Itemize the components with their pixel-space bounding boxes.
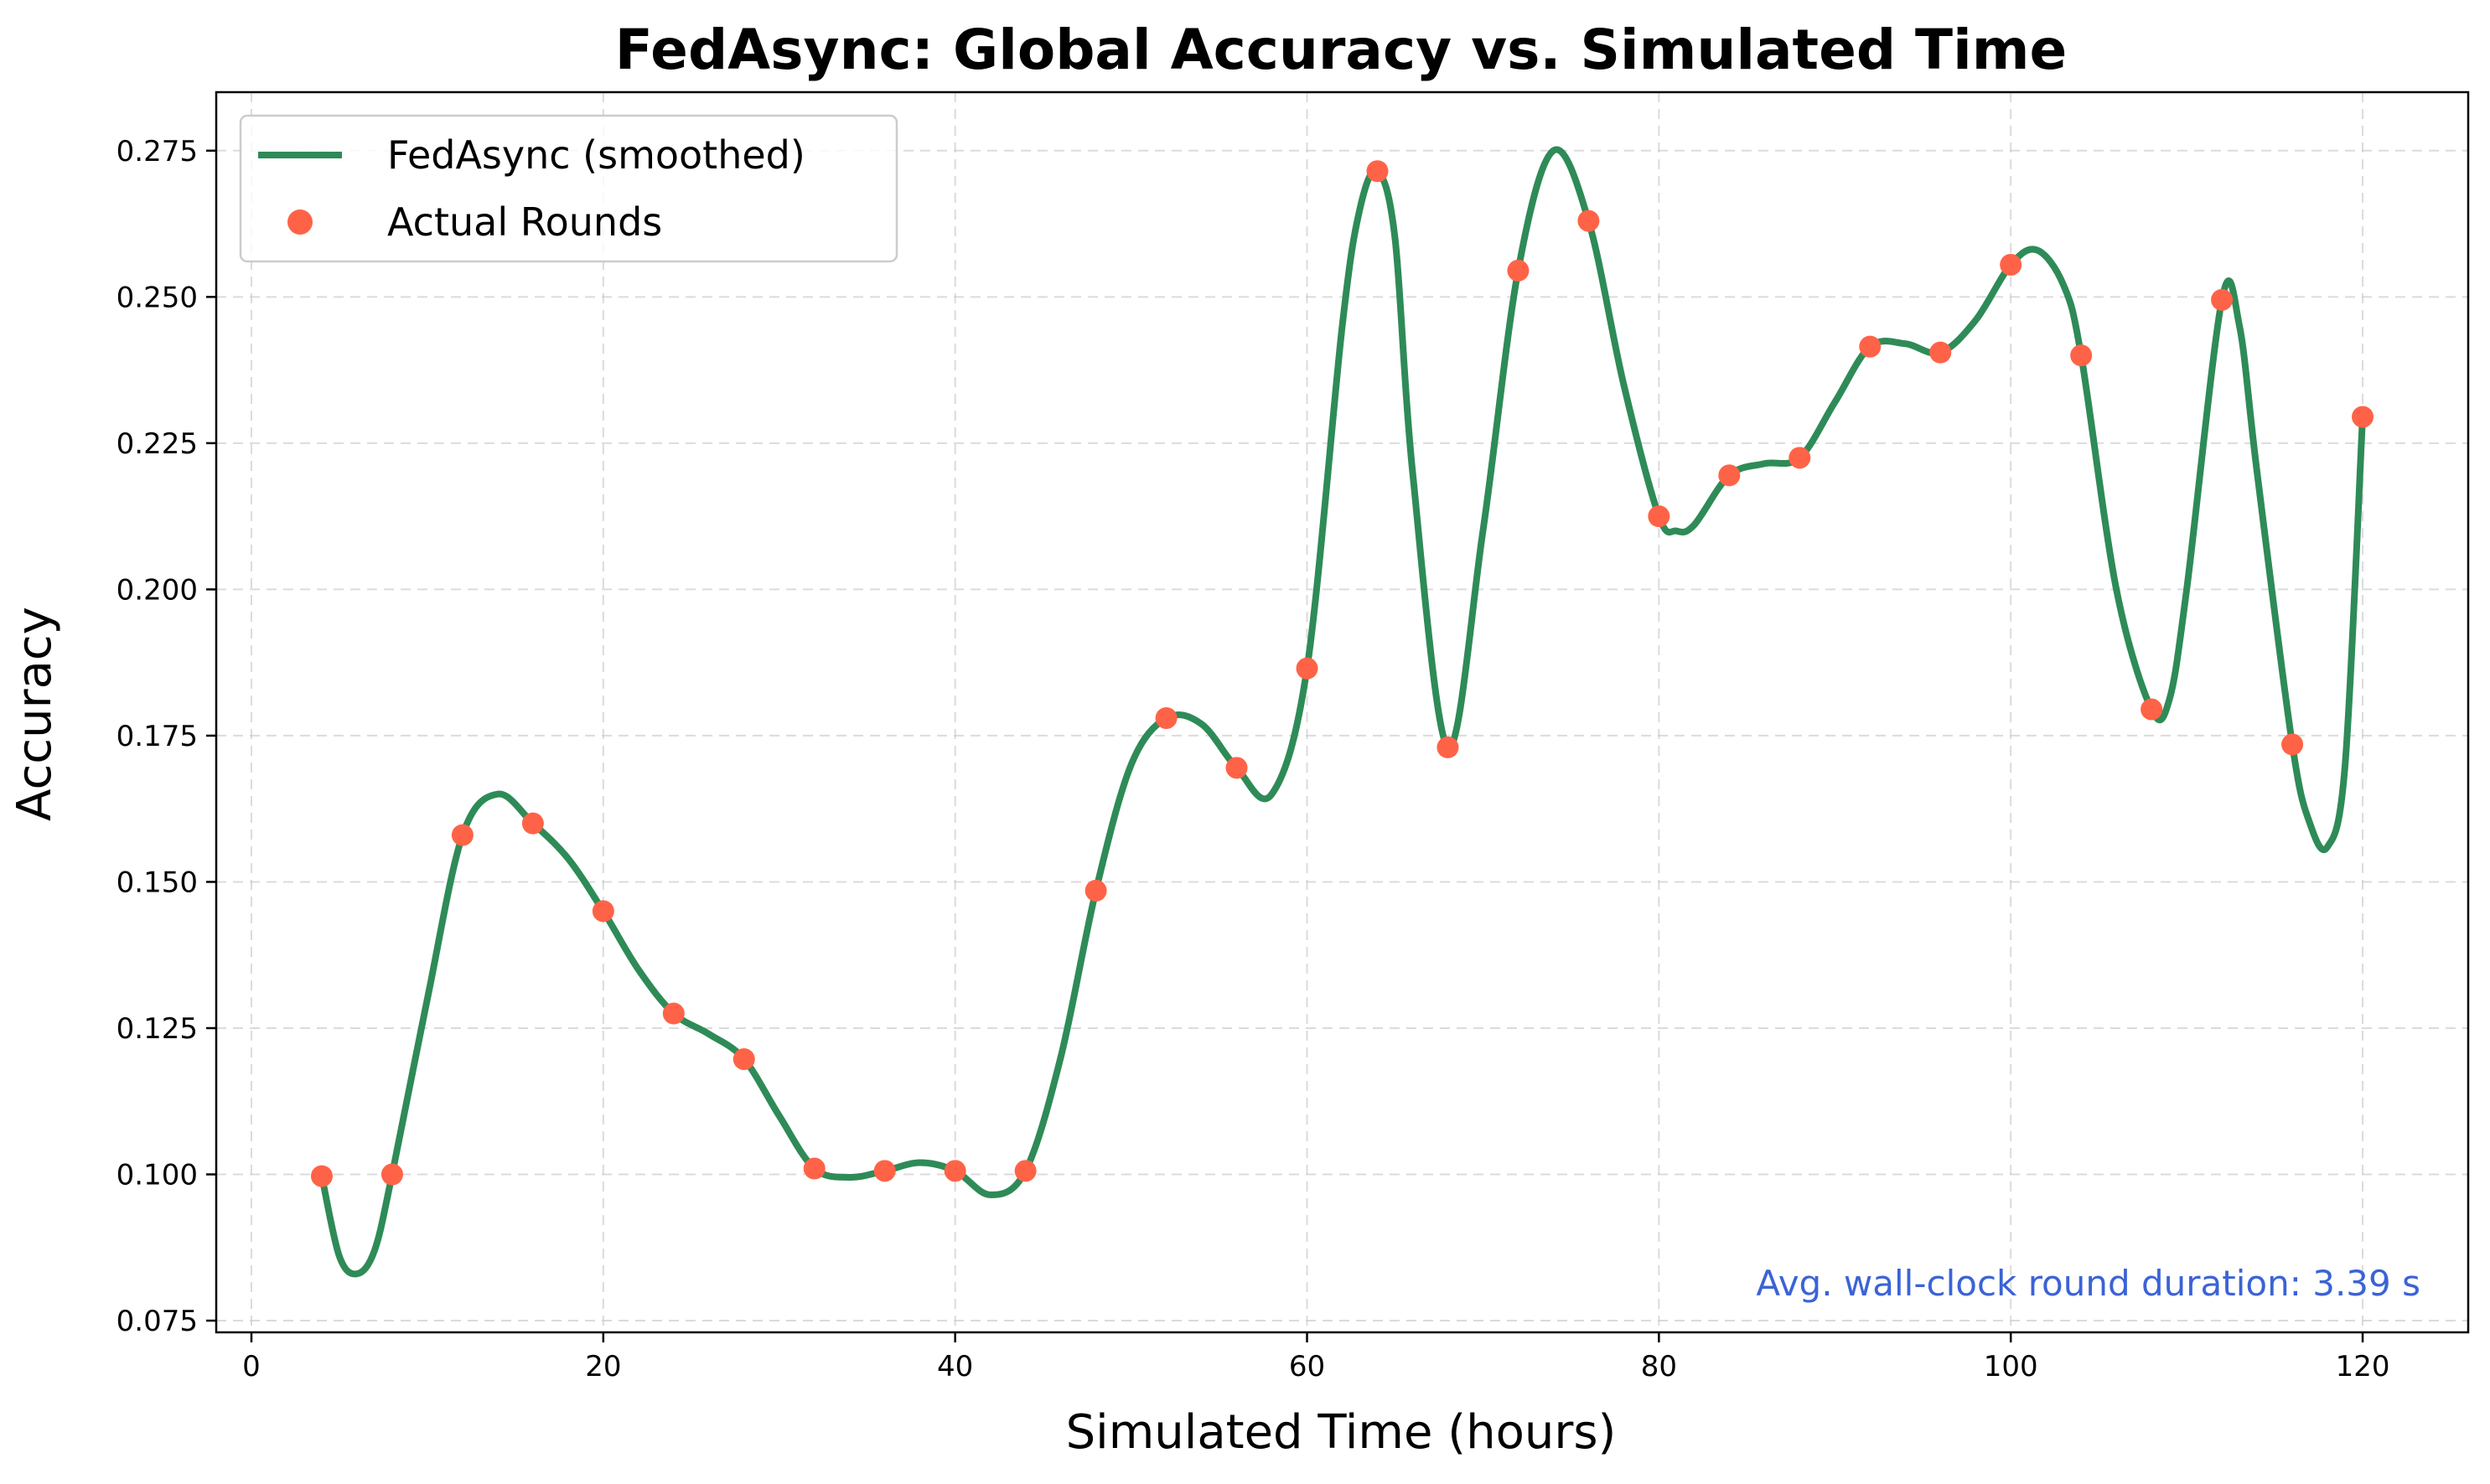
round-point [2281, 733, 2304, 756]
round-point [1085, 879, 1107, 902]
round-point [521, 812, 544, 835]
legend: FedAsync (smoothed) Actual Rounds [239, 114, 898, 263]
round-point [2141, 698, 2163, 721]
y-tick-label: 0.150 [116, 866, 198, 899]
round-point [1366, 160, 1389, 183]
y-tick-label: 0.200 [116, 573, 198, 607]
x-tick-label: 100 [1984, 1350, 2038, 1383]
round-point [873, 1160, 896, 1182]
y-tick-label: 0.225 [116, 427, 198, 461]
round-point [1296, 657, 1318, 680]
x-tick-label: 40 [937, 1350, 973, 1383]
legend-label-rounds: Actual Rounds [387, 199, 662, 245]
round-point [451, 824, 474, 846]
round-point [1014, 1160, 1037, 1182]
round-point [2352, 406, 2374, 428]
legend-label-smoothed: FedAsync (smoothed) [387, 132, 805, 178]
round-point [662, 1002, 685, 1025]
x-axis-label: Simulated Time (hours) [1066, 1405, 1617, 1460]
round-point [1648, 505, 1670, 528]
x-tick-label: 60 [1289, 1350, 1325, 1383]
round-duration-annotation: Avg. wall-clock round duration: 3.39 s [1756, 1263, 2420, 1304]
y-tick-label: 0.275 [116, 135, 198, 168]
y-tick-label: 0.250 [116, 281, 198, 314]
round-point [733, 1047, 755, 1070]
round-point [592, 900, 614, 923]
round-point [2000, 253, 2022, 276]
round-point [1437, 736, 1459, 758]
x-tick-label: 0 [242, 1350, 261, 1383]
legend-dot-swatch [287, 209, 313, 235]
series-layer [310, 146, 2374, 1278]
round-point [1718, 464, 1741, 487]
round-point [803, 1157, 826, 1180]
smoothed-accuracy-line [318, 146, 2366, 1278]
y-tick-label: 0.125 [116, 1012, 198, 1046]
ticks: 0 20 40 60 80 100 120 0.075 0.100 0.125 0.150 0.175… [116, 135, 2390, 1383]
x-tick-label: 20 [585, 1350, 621, 1383]
legend-box [239, 114, 898, 263]
round-point [380, 1163, 403, 1186]
x-tick-label: 120 [2336, 1350, 2390, 1383]
round-point [1577, 209, 1600, 232]
y-tick-label: 0.100 [116, 1159, 198, 1192]
plot-frame [215, 90, 2470, 1334]
round-point [1789, 447, 1811, 469]
round-point [1507, 259, 1530, 282]
round-point [944, 1160, 966, 1182]
x-tick-label: 80 [1641, 1350, 1677, 1383]
chart-title: FedAsync: Global Accuracy vs. Simulated … [615, 18, 2067, 82]
y-tick-label: 0.175 [116, 720, 198, 753]
grid [216, 92, 2468, 1332]
round-point [1225, 757, 1248, 779]
round-point [1155, 706, 1178, 729]
round-point [310, 1165, 333, 1187]
round-point [1859, 335, 1882, 358]
y-axis-label: Accuracy [8, 607, 62, 821]
round-point [1929, 341, 1952, 364]
round-point [2211, 288, 2234, 311]
round-point [2070, 344, 2093, 367]
y-tick-label: 0.075 [116, 1305, 198, 1338]
